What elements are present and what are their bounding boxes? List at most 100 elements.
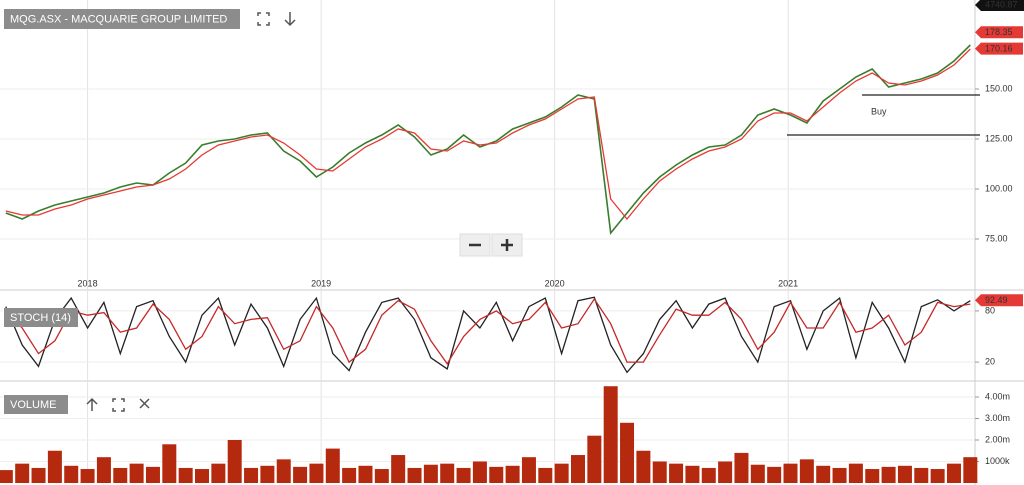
volume-bar (636, 450, 651, 483)
y-tick-label: 4.00m (985, 391, 1010, 401)
panel-title: VOLUME (10, 399, 56, 411)
volume-bar (47, 450, 62, 483)
volume-bar (195, 469, 210, 483)
title-box (4, 9, 240, 29)
volume-bar (145, 466, 160, 483)
y-tick-label: 20 (985, 356, 995, 366)
volume-bar (309, 463, 324, 483)
volume-bar (669, 463, 684, 483)
volume-bar (440, 463, 455, 483)
volume-bar (456, 467, 471, 483)
volume-bar (521, 457, 536, 483)
volume-bar (799, 459, 814, 483)
price-tag (975, 26, 1023, 39)
price-tag (975, 42, 1023, 55)
volume-bar (472, 461, 487, 483)
volume-bar (276, 459, 291, 483)
volume-bar (930, 469, 945, 483)
volume-bar (423, 464, 438, 483)
title-box (4, 395, 68, 414)
y-tick-label: 100.00 (985, 183, 1013, 193)
volume-bar (587, 435, 602, 483)
y-tick-label: 3.00m (985, 413, 1010, 423)
volume-bar (227, 439, 242, 483)
x-tick-label: 2018 (78, 278, 98, 288)
volume-bar (946, 463, 961, 483)
annotation: Buy (871, 106, 887, 116)
series-line (5, 297, 971, 365)
volume-bar (652, 461, 667, 483)
y-tick-label: 2.00m (985, 434, 1010, 444)
volume-bar (554, 463, 569, 483)
series-line (5, 48, 971, 221)
volume-bar (260, 465, 275, 483)
volume-bar (80, 469, 95, 483)
volume-bar (603, 386, 618, 483)
volume-bar (685, 465, 700, 483)
y-tick-label: 75.00 (985, 233, 1008, 243)
volume-bar (162, 444, 177, 483)
up-button[interactable] (86, 397, 98, 411)
volume-bar (538, 467, 553, 483)
volume-bar (325, 448, 340, 483)
volume-bar (701, 467, 716, 483)
volume-bar (178, 467, 193, 483)
x-tick-label: 2021 (778, 278, 798, 288)
volume-bar (293, 466, 308, 483)
down-button[interactable] (284, 12, 296, 27)
y-tick-label: 1000k (985, 456, 1010, 466)
volume-bar (848, 463, 863, 483)
fullscreen-button[interactable] (112, 398, 125, 412)
price-tag-label: 178.35 (985, 27, 1013, 37)
volume-bar (15, 463, 30, 483)
volume-bar (64, 465, 79, 483)
volume-bar (881, 466, 896, 483)
volume-bar (620, 422, 635, 483)
x-tick-label: 2020 (545, 278, 565, 288)
volume-bar (407, 467, 422, 483)
fullscreen-button[interactable] (257, 12, 270, 26)
volume-bar (129, 463, 144, 483)
volume-bar (211, 463, 226, 483)
close-button[interactable] (139, 398, 150, 409)
volume-bar (914, 467, 929, 483)
volume-bar (0, 470, 13, 483)
y-tick-label: 125.00 (985, 133, 1013, 143)
index-tag-label: 4740.87 (985, 0, 1018, 9)
volume-bar (244, 467, 259, 483)
volume-bar (734, 452, 749, 483)
volume-bar (96, 457, 111, 483)
y-tick-label: 150.00 (985, 83, 1013, 93)
volume-bar (358, 465, 373, 483)
volume-bar (963, 457, 978, 483)
volume-bar (505, 465, 520, 483)
volume-bar (31, 467, 46, 483)
zoom-out-button[interactable] (459, 233, 491, 257)
volume-bar (391, 455, 406, 483)
volume-bar (570, 455, 585, 483)
volume-bar (832, 467, 847, 483)
volume-bar (718, 461, 733, 483)
volume-bar (750, 464, 765, 483)
volume-bar (897, 465, 912, 483)
price-tag (975, 294, 1023, 307)
chart-title: MQG.ASX - MACQUARIE GROUP LIMITED (10, 13, 227, 25)
volume-bar (113, 467, 128, 483)
volume-bar (783, 463, 798, 483)
volume-bar (816, 465, 831, 483)
panel-title: STOCH (14) (10, 312, 71, 324)
volume-bar (489, 466, 504, 483)
volume-bar (374, 469, 389, 483)
volume-bar (865, 469, 880, 483)
x-tick-label: 2019 (311, 278, 331, 288)
index-tag (975, 0, 1024, 11)
volume-bar (342, 467, 357, 483)
y-tick-label: 80 (985, 305, 995, 315)
price-tag-label: 92.49 (985, 295, 1008, 305)
price-tag-label: 170.16 (985, 44, 1013, 54)
zoom-in-button[interactable] (491, 233, 523, 257)
title-box (4, 308, 78, 327)
